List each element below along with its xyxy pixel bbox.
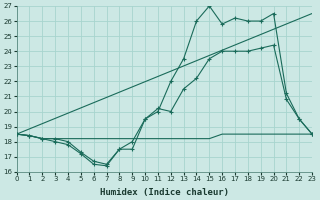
- X-axis label: Humidex (Indice chaleur): Humidex (Indice chaleur): [100, 188, 229, 197]
